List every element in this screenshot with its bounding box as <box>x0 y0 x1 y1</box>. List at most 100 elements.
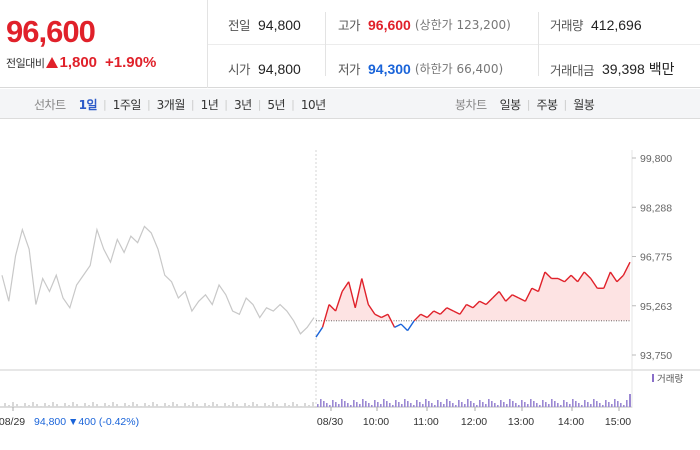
volume-bar <box>617 401 619 407</box>
volume-bar <box>128 405 130 407</box>
volume-bar <box>533 401 535 407</box>
tab-daily[interactable]: 일봉 <box>499 97 522 112</box>
volume-bar <box>228 405 230 407</box>
volume-bar <box>164 403 166 407</box>
tab-weekly[interactable]: 주봉 <box>536 97 558 112</box>
volume-bar <box>473 403 475 407</box>
series-line-prev-day <box>1 225 315 335</box>
prev-day-change: ▼400 (-0.42%) <box>68 416 139 428</box>
series-segment <box>446 307 454 312</box>
volume-bar <box>136 404 138 407</box>
volume-bar <box>84 403 86 407</box>
tab-3y[interactable]: 3년 <box>234 97 252 112</box>
stat-label: 거래대금 <box>550 62 595 78</box>
volume-bar <box>602 405 604 407</box>
volume-bar <box>344 401 346 407</box>
volume-bar <box>572 399 574 407</box>
volume-bar <box>596 401 598 407</box>
volume-bar <box>112 402 114 407</box>
volume-bar <box>216 404 218 407</box>
quote-header: 96,600 전일대비 1,800 +1.90% 전일 94,800 고가 96… <box>0 0 700 88</box>
volume-bar <box>48 405 50 407</box>
change-label: 전일대비 <box>6 56 45 70</box>
volume-bar <box>497 405 499 407</box>
volume-bar <box>554 401 556 407</box>
volume-bar <box>312 402 314 407</box>
x-tick-label: 12:00 <box>461 416 487 428</box>
volume-bar <box>317 404 319 407</box>
stats-divider <box>208 44 700 45</box>
volume-bar <box>292 402 294 407</box>
volume-bar <box>335 402 337 407</box>
series-segment <box>367 304 376 315</box>
series-segment <box>498 291 507 302</box>
tab-10y[interactable]: 10년 <box>300 97 326 112</box>
series-segment <box>361 278 370 305</box>
series-segment <box>518 297 526 302</box>
volume-bar <box>92 402 94 407</box>
volume-bar <box>232 402 234 407</box>
tab-1w[interactable]: 1주일 <box>112 97 142 112</box>
stat-volume: 거래량 412,696 <box>550 15 642 34</box>
volume-bar <box>380 404 382 407</box>
change-amount: 1,800 <box>59 54 98 71</box>
volume-bar <box>485 404 487 407</box>
volume-bar <box>356 402 358 407</box>
volume-bar <box>374 400 376 407</box>
series-segment <box>609 271 618 283</box>
series-segment <box>557 277 565 283</box>
volume-bar <box>443 404 445 407</box>
stat-prev-close: 전일 94,800 <box>228 15 301 34</box>
series-segment <box>420 313 428 319</box>
volume-bar <box>72 402 74 407</box>
volume-bar <box>100 406 102 407</box>
tab-separator: | <box>257 97 262 111</box>
current-price: 96,600 <box>6 14 96 49</box>
volume-bar <box>124 403 126 407</box>
y-tick-label: 96,775 <box>640 252 672 264</box>
volume-bar <box>371 405 373 407</box>
volume-bar <box>434 405 436 407</box>
volume-bar <box>527 404 529 407</box>
volume-bar <box>288 405 290 407</box>
stats-grid: 전일 94,800 고가 96,600 (상한가 123,200) 거래량 41… <box>208 0 700 88</box>
series-segment <box>321 304 330 328</box>
volume-bar <box>614 399 616 407</box>
volume-bar <box>4 403 6 407</box>
volume-bar <box>338 404 340 407</box>
y-tick-label: 99,800 <box>640 153 672 165</box>
candle-chart-tabs: 봉차트 일봉 | 주봉 | 월봉 <box>455 89 595 119</box>
tab-1d[interactable]: 1일 <box>78 97 98 112</box>
volume-bar <box>156 404 158 407</box>
tab-monthly[interactable]: 월봉 <box>573 97 595 112</box>
volume-bar <box>152 402 154 407</box>
volume-bar <box>244 403 246 407</box>
y-tick-label: 98,288 <box>640 202 672 214</box>
series-segment <box>570 274 579 283</box>
series-segment <box>374 313 382 319</box>
series-segment <box>354 278 363 308</box>
series-segment <box>407 320 415 331</box>
volume-bar <box>398 402 400 407</box>
volume-bar <box>188 405 190 407</box>
volume-bar <box>28 405 30 407</box>
volume-bar <box>590 404 592 407</box>
stat-value: 96,600 <box>368 16 411 33</box>
tab-3m[interactable]: 3개월 <box>156 97 186 112</box>
volume-bar <box>629 394 631 407</box>
tab-5y[interactable]: 5년 <box>267 97 286 112</box>
volume-bar <box>116 404 118 407</box>
volume-bar <box>575 401 577 407</box>
series-segment <box>348 281 356 308</box>
volume-bar <box>413 405 415 407</box>
volume-bar <box>542 400 544 407</box>
volume-bar <box>518 405 520 407</box>
volume-bar <box>599 403 601 407</box>
volume-bar <box>304 403 306 407</box>
tab-1y[interactable]: 1년 <box>200 97 219 112</box>
volume-bar <box>132 402 134 407</box>
volume-bar <box>329 405 331 407</box>
volume-bar <box>428 401 430 407</box>
volume-bar <box>560 405 562 407</box>
